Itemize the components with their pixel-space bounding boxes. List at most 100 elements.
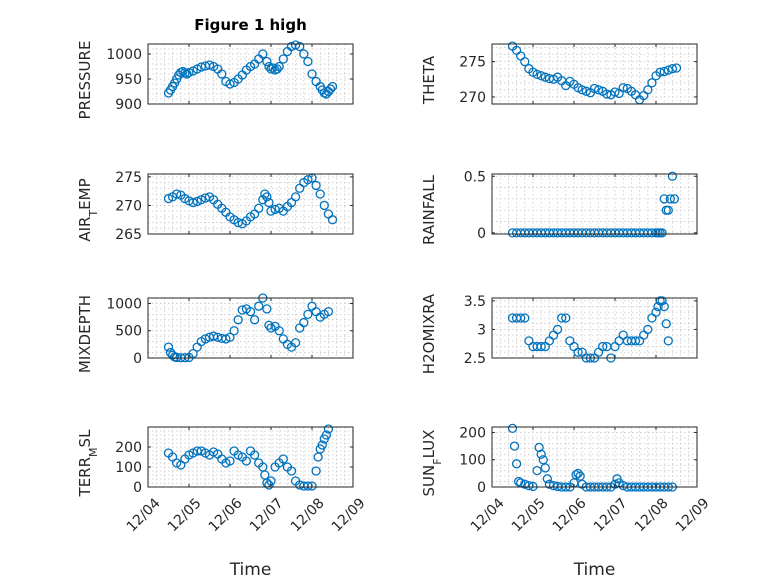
y-axis-label: TERRMSL — [76, 429, 100, 498]
axes-box — [491, 43, 698, 105]
data-point — [303, 309, 313, 320]
data-point — [184, 67, 194, 78]
data-point — [221, 334, 231, 344]
data-point — [317, 440, 327, 450]
plot-area — [492, 427, 697, 487]
data-point — [520, 479, 530, 489]
data-point — [661, 319, 671, 329]
data-point — [538, 455, 548, 465]
x-tick-label: 12/04 — [124, 495, 164, 535]
data-point — [321, 430, 332, 440]
panel-top-left: 900 950 1000 PRESSURE Figure 1 high — [76, 16, 354, 119]
y-tick-label: 0 — [477, 226, 486, 242]
data-point — [262, 304, 272, 314]
data-point — [659, 66, 669, 77]
panel-row2-left: 265 270 275 AIRTEMP — [76, 170, 354, 243]
data-point — [196, 62, 206, 72]
data-point — [266, 323, 276, 333]
data-point — [507, 423, 518, 434]
data-point — [323, 306, 334, 317]
y-tick-label: 1000 — [106, 47, 142, 63]
data-point — [260, 189, 270, 199]
chart-title: Figure 1 high — [194, 16, 307, 34]
y-tick-label: 2.5 — [464, 351, 486, 367]
data-point — [319, 200, 329, 211]
data-point — [561, 313, 571, 323]
data-point — [264, 197, 274, 208]
y-tick-label: 275 — [115, 170, 142, 186]
data-point — [233, 315, 243, 325]
y-axis-label: THETA — [420, 55, 438, 105]
data-point — [657, 296, 667, 306]
data-point — [630, 336, 641, 346]
data-point — [552, 324, 563, 335]
data-point — [509, 441, 520, 451]
axes-box — [491, 297, 698, 359]
data-point — [618, 83, 628, 93]
data-point — [536, 341, 546, 352]
data-point — [536, 449, 546, 459]
x-tick-label: 12/05 — [165, 495, 205, 535]
data-point — [262, 192, 272, 202]
data-point — [659, 301, 669, 312]
data-point — [323, 424, 334, 434]
data-point — [272, 64, 282, 74]
data-point — [602, 89, 612, 99]
data-point — [163, 342, 174, 352]
panel-row3-left: 0 500 1000 MIXDEPTH — [76, 293, 354, 373]
y-tick-label: 270 — [115, 198, 142, 214]
data-point — [647, 78, 657, 88]
axes-box — [491, 173, 698, 235]
data-point — [172, 189, 182, 199]
data-point — [534, 442, 544, 453]
data-point — [542, 474, 552, 484]
data-point — [667, 171, 678, 181]
x-tick-label: 12/07 — [247, 495, 287, 535]
data-point — [274, 61, 284, 72]
data-point — [303, 175, 313, 185]
data-point — [540, 72, 550, 82]
data-point — [249, 315, 260, 325]
data-point — [575, 471, 585, 481]
y-tick-label: 950 — [115, 72, 142, 88]
x-tick-label: 12/09 — [329, 495, 369, 535]
data-point — [665, 194, 675, 204]
data-point — [573, 468, 583, 479]
data-point — [196, 195, 206, 205]
data-point — [266, 206, 276, 216]
data-point — [643, 85, 653, 95]
data-point — [229, 326, 239, 336]
data-point — [511, 459, 522, 469]
data-point — [520, 313, 530, 323]
data-point — [536, 71, 546, 81]
data-point — [245, 306, 256, 317]
data-point — [278, 454, 288, 464]
data-point — [264, 320, 274, 330]
data-point — [254, 203, 264, 213]
x-tick-label: 12/06 — [550, 495, 590, 535]
y-tick-label: 100 — [115, 460, 142, 476]
panel-bottom-right: 12/04 12/05 12/06 12/07 12/08 12/09 0 100 200 SUN… — [420, 423, 713, 580]
axes-box — [147, 173, 354, 235]
data-point — [573, 347, 583, 357]
data-point — [299, 49, 309, 59]
x-tick-label: 12/08 — [632, 495, 672, 535]
data-point — [225, 79, 235, 89]
y-tick-label: 200 — [115, 440, 142, 456]
data-point — [540, 463, 550, 473]
data-point — [643, 324, 653, 335]
data-point — [290, 40, 301, 50]
panel-top-right: 270 275 THETA — [420, 41, 698, 106]
x-tick-label: 12/07 — [591, 495, 631, 535]
data-point — [249, 450, 260, 460]
data-point — [274, 326, 284, 336]
data-point — [327, 215, 338, 225]
data-point — [671, 63, 682, 73]
data-point — [593, 85, 604, 95]
y-tick-label: 1000 — [106, 296, 142, 312]
data-point — [598, 341, 608, 352]
y-tick-label: 0 — [133, 480, 142, 496]
data-point — [532, 465, 542, 476]
data-point — [659, 194, 669, 204]
data-point — [651, 307, 661, 317]
